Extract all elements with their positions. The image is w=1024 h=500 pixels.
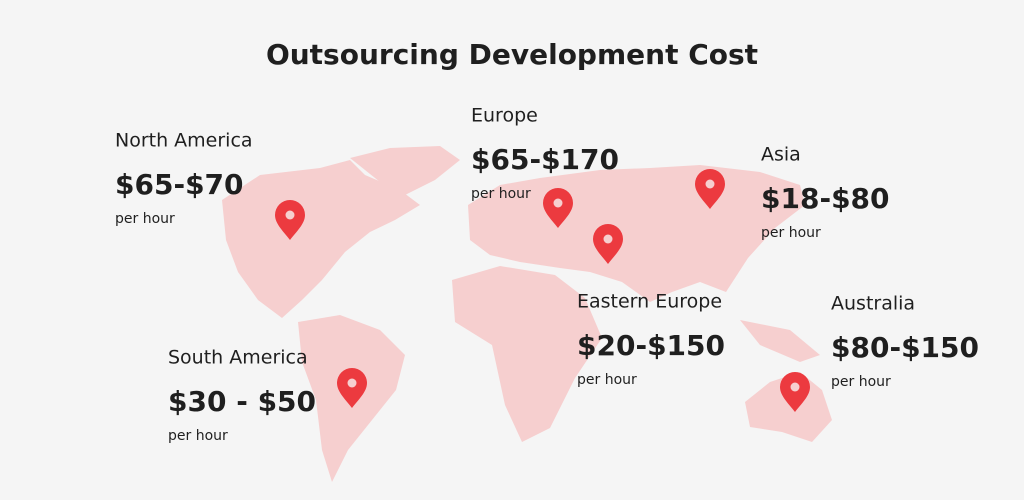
region-price: $80-$150 (831, 331, 979, 364)
region-price: $65-$170 (471, 143, 619, 176)
region-unit: per hour (471, 186, 531, 202)
pin-dot (705, 179, 715, 189)
map-pin (593, 224, 623, 264)
pin-body (780, 372, 810, 412)
north-america (222, 160, 420, 318)
region-price: $65-$70 (115, 168, 244, 201)
title: Outsourcing Development Cost (266, 38, 758, 71)
region-unit: per hour (761, 225, 821, 241)
australia (745, 372, 832, 442)
pin-body (695, 169, 725, 209)
pin-dot (603, 234, 613, 244)
region-name: North America (115, 130, 253, 152)
greenland (350, 146, 460, 195)
labels: North America $65-$70 per hour Europe $65-$1… (115, 105, 979, 445)
region-name: South America (168, 347, 308, 369)
region-unit: per hour (115, 211, 175, 227)
map-pin (543, 188, 573, 228)
pin-dot (790, 382, 800, 392)
region-name: Eastern Europe (577, 291, 722, 313)
region-price: $20-$150 (577, 329, 725, 362)
pin-dot (553, 198, 563, 208)
pin-body (337, 368, 367, 408)
region-unit: per hour (168, 428, 228, 444)
pin-dot (285, 210, 295, 220)
map-pin (780, 372, 810, 412)
region-price: $18-$80 (761, 182, 890, 215)
pin-body (275, 200, 305, 240)
region-price: $30 - $50 (168, 385, 316, 418)
region-name: Australia (831, 293, 915, 315)
map-pin (275, 200, 305, 240)
pin-body (543, 188, 573, 228)
africa (452, 266, 602, 442)
map-pin (695, 169, 725, 209)
southeast-asia (740, 320, 820, 362)
map-pin (337, 368, 367, 408)
pins (275, 169, 810, 412)
region-unit: per hour (577, 372, 637, 388)
region-name: Asia (761, 144, 801, 166)
pin-body (593, 224, 623, 264)
region-name: Europe (471, 105, 538, 127)
region-unit: per hour (831, 374, 891, 390)
pin-dot (347, 378, 357, 388)
